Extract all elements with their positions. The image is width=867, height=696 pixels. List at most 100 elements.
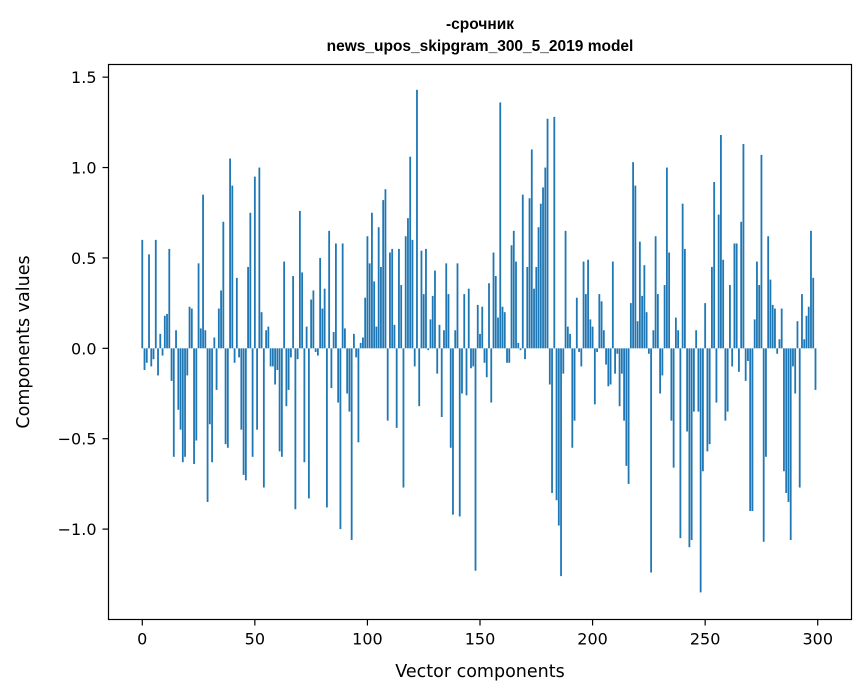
bar-39 (229, 158, 231, 349)
bar-168 (519, 348, 522, 351)
x-tick-label: 50 (245, 630, 265, 649)
bar-254 (713, 182, 716, 349)
bar-97 (359, 342, 362, 349)
bar-27 (202, 194, 204, 349)
bar-60 (276, 348, 279, 371)
bar-194 (578, 348, 580, 352)
bar-262 (731, 348, 734, 367)
bar-295 (805, 315, 808, 349)
bar-9 (161, 348, 164, 356)
bar-116 (402, 348, 405, 488)
bar-245 (692, 348, 695, 412)
bar-269 (747, 348, 749, 361)
bar-277 (765, 348, 767, 457)
bar-107 (382, 200, 385, 349)
bar-144 (465, 348, 468, 396)
x-axis: 0 50 100 150 200 250 300 (137, 619, 833, 649)
bar-260 (726, 348, 729, 412)
bar-212 (618, 348, 621, 407)
bar-286 (785, 348, 788, 493)
bar-265 (738, 348, 740, 372)
bar-33 (215, 348, 218, 390)
bar-289 (792, 348, 794, 367)
bar-299 (814, 348, 817, 390)
bar-100 (366, 236, 369, 349)
bar-174 (533, 288, 535, 349)
bar-274 (758, 285, 761, 349)
bar-85 (332, 332, 335, 349)
bar-140 (456, 263, 459, 349)
bar-162 (506, 348, 508, 363)
bar-21 (188, 306, 191, 349)
bar-122 (416, 89, 418, 349)
bar-138 (452, 348, 454, 515)
bar-111 (391, 248, 394, 349)
bar-22 (190, 308, 193, 349)
bar-189 (566, 326, 569, 349)
bar-182 (551, 348, 553, 493)
bar-114 (398, 248, 400, 349)
bar-128 (429, 319, 432, 349)
bar-117 (404, 236, 407, 349)
bar-5 (152, 348, 155, 360)
bar-204 (600, 301, 603, 349)
bar-241 (683, 248, 686, 349)
bar-99 (364, 297, 367, 349)
x-tick-label: 150 (465, 630, 496, 649)
bar-237 (674, 317, 677, 349)
bar-54 (262, 348, 265, 488)
bar-142 (461, 348, 463, 394)
bar-191 (571, 348, 574, 448)
bar-92 (348, 348, 351, 412)
bar-171 (526, 266, 529, 349)
x-tick-label: 300 (802, 630, 833, 649)
bar-188 (564, 230, 567, 349)
bar-209 (611, 261, 614, 349)
bar-164 (510, 245, 513, 349)
bar-53 (260, 312, 263, 349)
bar-143 (463, 294, 466, 349)
bar-244 (690, 348, 693, 540)
bar-211 (616, 348, 619, 354)
bar-285 (783, 348, 785, 472)
bar-135 (445, 263, 448, 349)
bar-178 (542, 187, 544, 349)
bar-132 (438, 324, 441, 349)
bar-175 (535, 266, 538, 349)
bar-67 (292, 276, 295, 349)
bar-195 (580, 348, 583, 367)
bar-294 (803, 339, 806, 349)
bar-103 (373, 281, 376, 349)
bar-131 (436, 348, 439, 374)
bar-66 (289, 348, 292, 358)
x-tick-label: 100 (352, 630, 383, 649)
chart-title-line-1: -срочник (446, 16, 514, 33)
bar-150 (479, 333, 481, 349)
bar-124 (420, 250, 423, 349)
bar-46 (244, 348, 247, 481)
y-axis-label: Components values (14, 255, 34, 428)
bar-239 (679, 348, 682, 539)
bar-246 (695, 330, 698, 349)
bar-12 (168, 248, 171, 349)
y-tick-label: 1.0 (71, 159, 96, 178)
bar-36 (222, 221, 225, 349)
bar-25 (197, 263, 200, 349)
bar-279 (769, 279, 772, 349)
bar-202 (596, 348, 598, 352)
bar-261 (729, 285, 731, 349)
bar-214 (623, 348, 625, 421)
bar-17 (179, 348, 182, 430)
bar-7 (157, 348, 159, 376)
bar-220 (636, 321, 639, 349)
bar-69 (296, 348, 299, 360)
bar-137 (449, 348, 452, 448)
bar-64 (285, 348, 288, 407)
bar-287 (787, 348, 790, 502)
bar-165 (512, 230, 515, 349)
y-tick-label: 0.0 (71, 339, 96, 358)
bar-125 (422, 294, 425, 349)
bar-193 (575, 297, 578, 349)
bar-31 (211, 348, 213, 463)
bar-98 (362, 337, 364, 349)
